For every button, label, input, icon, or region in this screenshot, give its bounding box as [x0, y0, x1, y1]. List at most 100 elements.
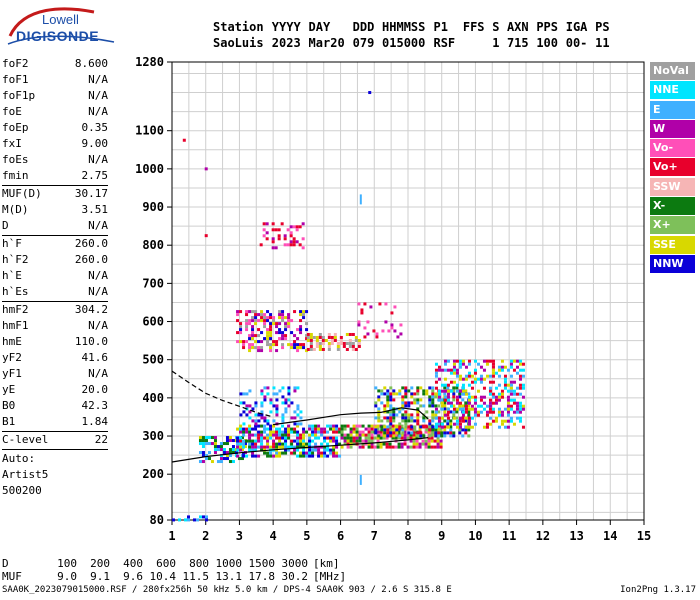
echo-point: [225, 436, 229, 440]
echo-point: [439, 442, 443, 446]
echo-point: [494, 371, 498, 375]
echo-point: [386, 416, 390, 420]
echo-point: [290, 427, 294, 431]
echo-point: [198, 442, 202, 446]
echo-point: [470, 395, 474, 399]
echo-point: [434, 410, 438, 414]
echo-point: [401, 413, 405, 417]
echo-point: [242, 442, 246, 446]
header-labels-cell: AXN: [506, 20, 529, 34]
echo-point: [260, 389, 264, 393]
echo-point: [443, 404, 447, 408]
echo-point: [284, 407, 288, 411]
echo-point: [242, 340, 246, 344]
echo-point: [430, 439, 434, 443]
polarization-legend: NoVal NNE E W Vo- Vo+ SSW X- X+ SSE NNW: [650, 62, 695, 274]
echo-point: [430, 433, 434, 437]
echo-point: [283, 243, 287, 247]
echo-point: [266, 439, 270, 443]
y-tick-label: 600: [142, 315, 164, 329]
echo-point: [521, 386, 525, 390]
echo-point: [242, 451, 246, 455]
echo-point: [380, 392, 384, 396]
echo-point: [446, 386, 450, 390]
echo-point: [500, 359, 504, 363]
echo-point: [518, 404, 522, 408]
echo-point: [222, 457, 226, 461]
echo-point: [284, 427, 288, 431]
echo-point: [281, 436, 285, 440]
echo-point: [281, 413, 285, 417]
echo-point: [407, 431, 411, 435]
echo-point: [461, 428, 465, 432]
echo-point: [335, 436, 339, 440]
echo-point: [320, 433, 324, 437]
echo-point: [386, 404, 390, 408]
echo-point: [377, 389, 381, 393]
echo-point: [500, 368, 504, 372]
param-row: h`F2 260.0: [2, 253, 108, 269]
echo-point: [458, 392, 462, 396]
echo-point: [467, 422, 471, 426]
echo-point: [248, 436, 252, 440]
echo-point: [299, 346, 303, 350]
echo-point: [228, 454, 232, 458]
echo-point: [503, 419, 507, 423]
echo-point: [207, 442, 211, 446]
echo-point: [415, 445, 419, 449]
echo-point: [251, 451, 255, 455]
echo-point: [302, 439, 306, 443]
echo-point: [407, 419, 411, 423]
echo-point: [299, 343, 303, 347]
echo-point: [311, 433, 315, 437]
echo-point: [284, 433, 288, 437]
y-tick-label: 80: [150, 513, 164, 527]
echo-point: [374, 386, 378, 390]
echo-point: [318, 332, 322, 336]
echo-point: [305, 337, 309, 341]
echo-point: [377, 398, 381, 402]
echo-point: [416, 410, 420, 414]
echo-point: [416, 431, 420, 435]
echo-point: [506, 425, 510, 429]
echo-point: [372, 329, 376, 333]
echo-point: [251, 334, 255, 338]
echo-point: [296, 442, 300, 446]
echo-point: [404, 392, 408, 396]
echo-point: [318, 341, 322, 345]
echo-point: [473, 359, 477, 363]
echo-point: [389, 428, 393, 432]
echo-point: [236, 448, 240, 452]
echo-point: [293, 430, 297, 434]
echo-point: [257, 328, 261, 332]
echo-point: [410, 431, 414, 435]
echo-point: [440, 404, 444, 408]
x-tick-label: 4: [270, 529, 277, 543]
echo-point: [323, 454, 327, 458]
echo-point: [383, 416, 387, 420]
echo-point: [518, 407, 522, 411]
echo-point: [287, 386, 291, 390]
param-name: foF2: [2, 57, 29, 70]
echo-point: [413, 425, 417, 429]
echo-point: [416, 389, 420, 393]
echo-point: [275, 445, 279, 449]
echo-point: [306, 338, 310, 342]
echo-point: [245, 439, 249, 443]
echo-point: [260, 310, 264, 314]
header-labels-cell: S: [492, 20, 500, 34]
muf-value: 17.8: [248, 570, 276, 583]
echo-point: [251, 445, 255, 449]
echo-point: [494, 386, 498, 390]
echo-point: [455, 425, 459, 429]
param-value: 260.0: [74, 253, 108, 266]
echo-point: [309, 332, 313, 336]
echo-point: [500, 410, 504, 414]
echo-point: [518, 383, 522, 387]
autoscaling-line: Artist5: [2, 468, 49, 481]
echo-point: [367, 442, 371, 446]
x-tick-label: 3: [236, 529, 243, 543]
echo-point: [509, 359, 513, 363]
echo-point: [413, 398, 417, 402]
x-tick-label: 6: [337, 529, 344, 543]
